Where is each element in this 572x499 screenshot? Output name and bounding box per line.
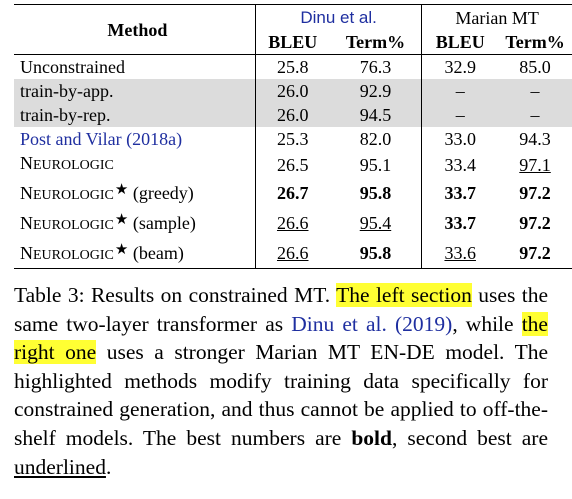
bleu-cell: – (421, 103, 499, 127)
term-cell: 92.9 (329, 79, 423, 103)
term-cell: 97.2 (498, 238, 572, 269)
term-cell: 76.3 (329, 54, 423, 79)
bleu-cell: 32.9 (421, 54, 499, 79)
underlined-word: underlined (14, 454, 106, 479)
bleu-cell: 33.7 (444, 183, 476, 203)
bleu-cell: 26.0 (254, 103, 330, 127)
bleu-cell: – (421, 79, 499, 103)
method-header: Method (14, 4, 256, 55)
term-cell: 97.1 (519, 154, 551, 175)
method-cell: train-by-app. (14, 79, 256, 103)
table-row: train-by-rep. 26.0 94.5 – – (14, 103, 572, 127)
term-cell: 94.5 (329, 103, 423, 127)
star-icon: ★ (114, 182, 129, 198)
bleu-cell: 33.7 (444, 213, 476, 233)
col-bleu-marian: BLEU (435, 32, 485, 52)
col-term-dinu: Term% (329, 30, 423, 55)
bleu-cell: 25.8 (254, 54, 330, 79)
table-row: NEUROLOGIC 26.5 95.1 33.4 97.1 (14, 151, 572, 178)
star-icon: ★ (114, 242, 129, 258)
col-term-marian: Term% (505, 32, 565, 52)
method-cell: Unconstrained (14, 54, 256, 79)
method-cell: NEUROLOGIC★ (beam) (14, 238, 256, 269)
table-caption: Table 3: Results on constrained MT. The … (14, 283, 548, 479)
dinu-citation-link[interactable]: Dinu et al. (291, 311, 387, 336)
bleu-cell: 26.7 (254, 178, 330, 208)
col-bleu-dinu: BLEU (254, 30, 330, 55)
dinu-year-link[interactable]: (2019) (394, 311, 453, 336)
method-cell: train-by-rep. (14, 103, 256, 127)
table-row: Unconstrained 25.8 76.3 32.9 85.0 (14, 54, 572, 79)
term-cell: 95.8 (329, 178, 423, 208)
star-icon: ★ (114, 212, 129, 228)
term-cell: – (498, 103, 572, 127)
results-table: Method Dinu et al. Marian MT BLEU Term% … (14, 4, 572, 269)
method-cell: NEUROLOGIC★ (sample) (20, 212, 196, 233)
table-row: train-by-app. 26.0 92.9 – – (14, 79, 572, 103)
bleu-cell: 25.3 (254, 127, 330, 151)
term-cell: 94.3 (519, 129, 551, 149)
term-cell: 95.4 (329, 208, 423, 238)
bleu-cell: 26.6 (254, 208, 330, 238)
bleu-cell: 26.6 (254, 238, 330, 269)
group-header-dinu: Dinu et al. (254, 4, 423, 30)
dinu-link[interactable]: Dinu et al. (300, 8, 377, 27)
bold-word: bold (351, 425, 392, 450)
table-row: NEUROLOGIC★ (beam) 26.6 95.8 33.6 97.2 (14, 238, 572, 269)
term-cell: – (498, 79, 572, 103)
group-header-marian: Marian MT (421, 4, 572, 30)
post-vilar-year-link[interactable]: (2018a) (126, 129, 183, 149)
table-row: NEUROLOGIC★ (sample) 26.6 95.4 33.7 97.2 (14, 208, 572, 238)
bleu-cell: 33.4 (444, 154, 476, 175)
highlight-left-section: The left section (336, 283, 472, 307)
post-vilar-link[interactable]: Post and Vilar (20, 129, 122, 149)
table-row: NEUROLOGIC★ (greedy) 26.7 95.8 33.7 97.2 (14, 178, 572, 208)
term-cell: 97.2 (519, 183, 551, 203)
term-cell: 95.8 (329, 238, 423, 269)
bleu-cell: 26.5 (254, 151, 330, 178)
bleu-cell: 26.0 (254, 79, 330, 103)
term-cell: 95.1 (329, 151, 423, 178)
method-cell: Post and Vilar (2018a) (14, 127, 255, 151)
bleu-cell: 33.0 (444, 129, 476, 149)
term-cell: 97.2 (519, 213, 551, 233)
method-cell: NEUROLOGIC★ (greedy) (20, 182, 194, 203)
method-cell: NEUROLOGIC (20, 153, 114, 173)
table-row: Post and Vilar (2018a) 25.3 82.0 33.0 94… (14, 127, 572, 151)
term-cell: 85.0 (498, 54, 572, 79)
bleu-cell: 33.6 (421, 238, 499, 269)
term-cell: 82.0 (329, 127, 423, 151)
